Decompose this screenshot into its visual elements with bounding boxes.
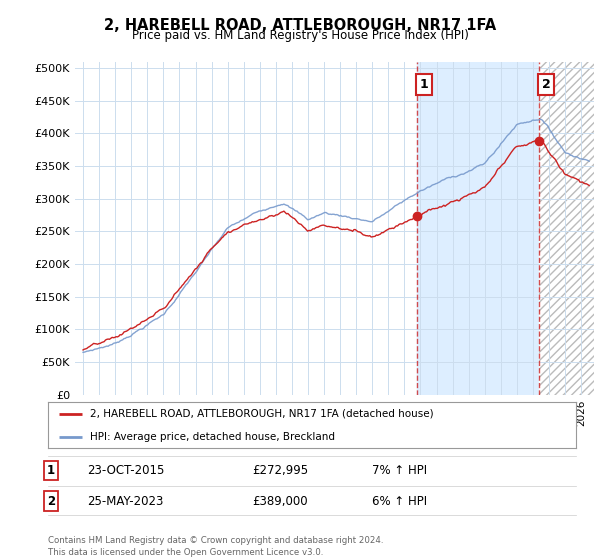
Text: 1: 1 [47, 464, 55, 477]
Bar [418, 62, 539, 395]
Bar [539, 62, 594, 395]
Text: Contains HM Land Registry data © Crown copyright and database right 2024.
This d: Contains HM Land Registry data © Crown c… [48, 536, 383, 557]
Text: £389,000: £389,000 [252, 494, 308, 508]
Text: 23-OCT-2015: 23-OCT-2015 [87, 464, 164, 477]
Text: 2: 2 [542, 78, 550, 91]
Text: £272,995: £272,995 [252, 464, 308, 477]
Text: 6% ↑ HPI: 6% ↑ HPI [372, 494, 427, 508]
Text: 2, HAREBELL ROAD, ATTLEBOROUGH, NR17 1FA (detached house): 2, HAREBELL ROAD, ATTLEBOROUGH, NR17 1FA… [90, 409, 434, 418]
Bar [539, 62, 594, 395]
Text: Price paid vs. HM Land Registry's House Price Index (HPI): Price paid vs. HM Land Registry's House … [131, 29, 469, 42]
Text: 7% ↑ HPI: 7% ↑ HPI [372, 464, 427, 477]
Text: 1: 1 [420, 78, 428, 91]
Text: HPI: Average price, detached house, Breckland: HPI: Average price, detached house, Brec… [90, 432, 335, 441]
Text: 25-MAY-2023: 25-MAY-2023 [87, 494, 163, 508]
Text: 2: 2 [47, 494, 55, 508]
Text: 2, HAREBELL ROAD, ATTLEBOROUGH, NR17 1FA: 2, HAREBELL ROAD, ATTLEBOROUGH, NR17 1FA [104, 18, 496, 33]
